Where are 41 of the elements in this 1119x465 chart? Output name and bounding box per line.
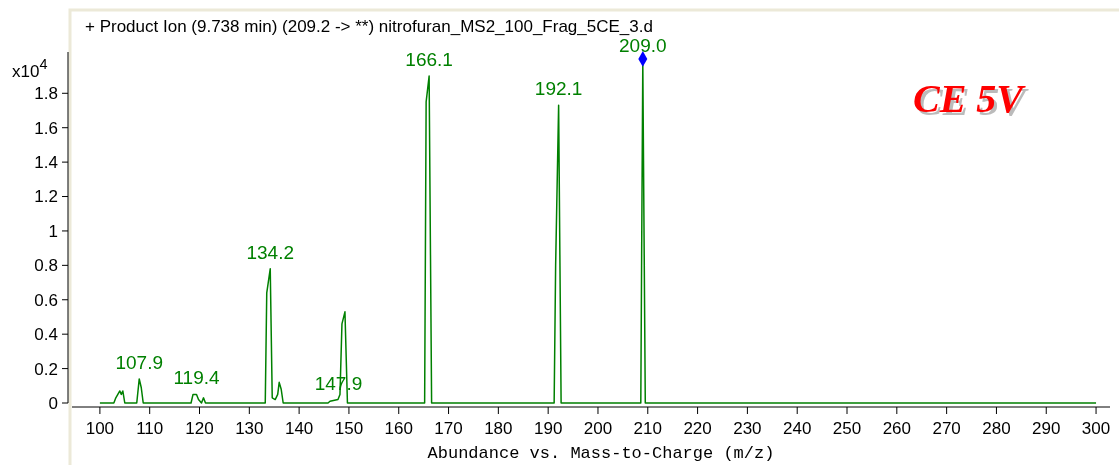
chart-title: + Product Ion (9.738 min) (209.2 -> **) nitrofuran_MS2_100_Frag_5CE_3.d xyxy=(85,17,653,36)
x-tick-label: 210 xyxy=(633,419,662,438)
annotation: 107.9 xyxy=(115,351,164,373)
x-tick-label: 270 xyxy=(932,419,961,438)
x-tick-label: 180 xyxy=(484,419,513,438)
x-axis-title: Abundance vs. Mass-to-Charge (m/z) xyxy=(427,444,775,463)
annotation: 209.0 xyxy=(619,35,667,57)
y-tick-label: 0.4 xyxy=(34,325,58,345)
x-tick-label: 140 xyxy=(284,419,314,438)
y-tick-label: 1 xyxy=(48,221,58,241)
annotation: 166.1 xyxy=(405,49,453,71)
y-tick-label: 1.4 xyxy=(34,153,58,173)
x-tick-label: 100 xyxy=(85,419,115,438)
annotation: CE 5V xyxy=(915,79,1030,124)
x-tick-label: 240 xyxy=(783,419,812,438)
y-axis-title: x10$^{4}$ xyxy=(12,56,48,81)
annotation: 192.1 xyxy=(534,78,583,100)
y-tick-label: 0 xyxy=(48,393,58,413)
y-tick-label: 0.2 xyxy=(34,359,58,379)
x-tick-label: 280 xyxy=(982,419,1011,438)
x-tick-label: 250 xyxy=(832,419,862,438)
x-tick-label: 200 xyxy=(583,419,613,438)
x-tick-label: 220 xyxy=(683,419,712,438)
x-tick-label: 300 xyxy=(1081,419,1111,438)
x-tick-label: 190 xyxy=(533,419,563,438)
x-tick-label: 160 xyxy=(384,419,413,438)
annotation: 134.2 xyxy=(246,241,295,263)
x-tick-label: 130 xyxy=(235,419,264,438)
y-tick-label: 0.6 xyxy=(34,290,58,310)
y-tick-label: 0.8 xyxy=(34,256,58,276)
x-tick-label: 110 xyxy=(136,419,164,438)
x-tick-label: 230 xyxy=(733,419,762,438)
x-tick-label: 120 xyxy=(185,419,214,438)
annotation: 119.4 xyxy=(173,367,221,389)
x-tick-label: 290 xyxy=(1032,419,1061,438)
x-tick-label: 150 xyxy=(334,419,364,438)
x-tick-label: 170 xyxy=(434,419,463,438)
y-tick-label: 1.6 xyxy=(34,118,58,138)
x-tick-label: 260 xyxy=(882,419,912,438)
y-tick-label: 1.2 xyxy=(34,187,58,207)
y-tick-label: 1.8 xyxy=(34,84,58,104)
